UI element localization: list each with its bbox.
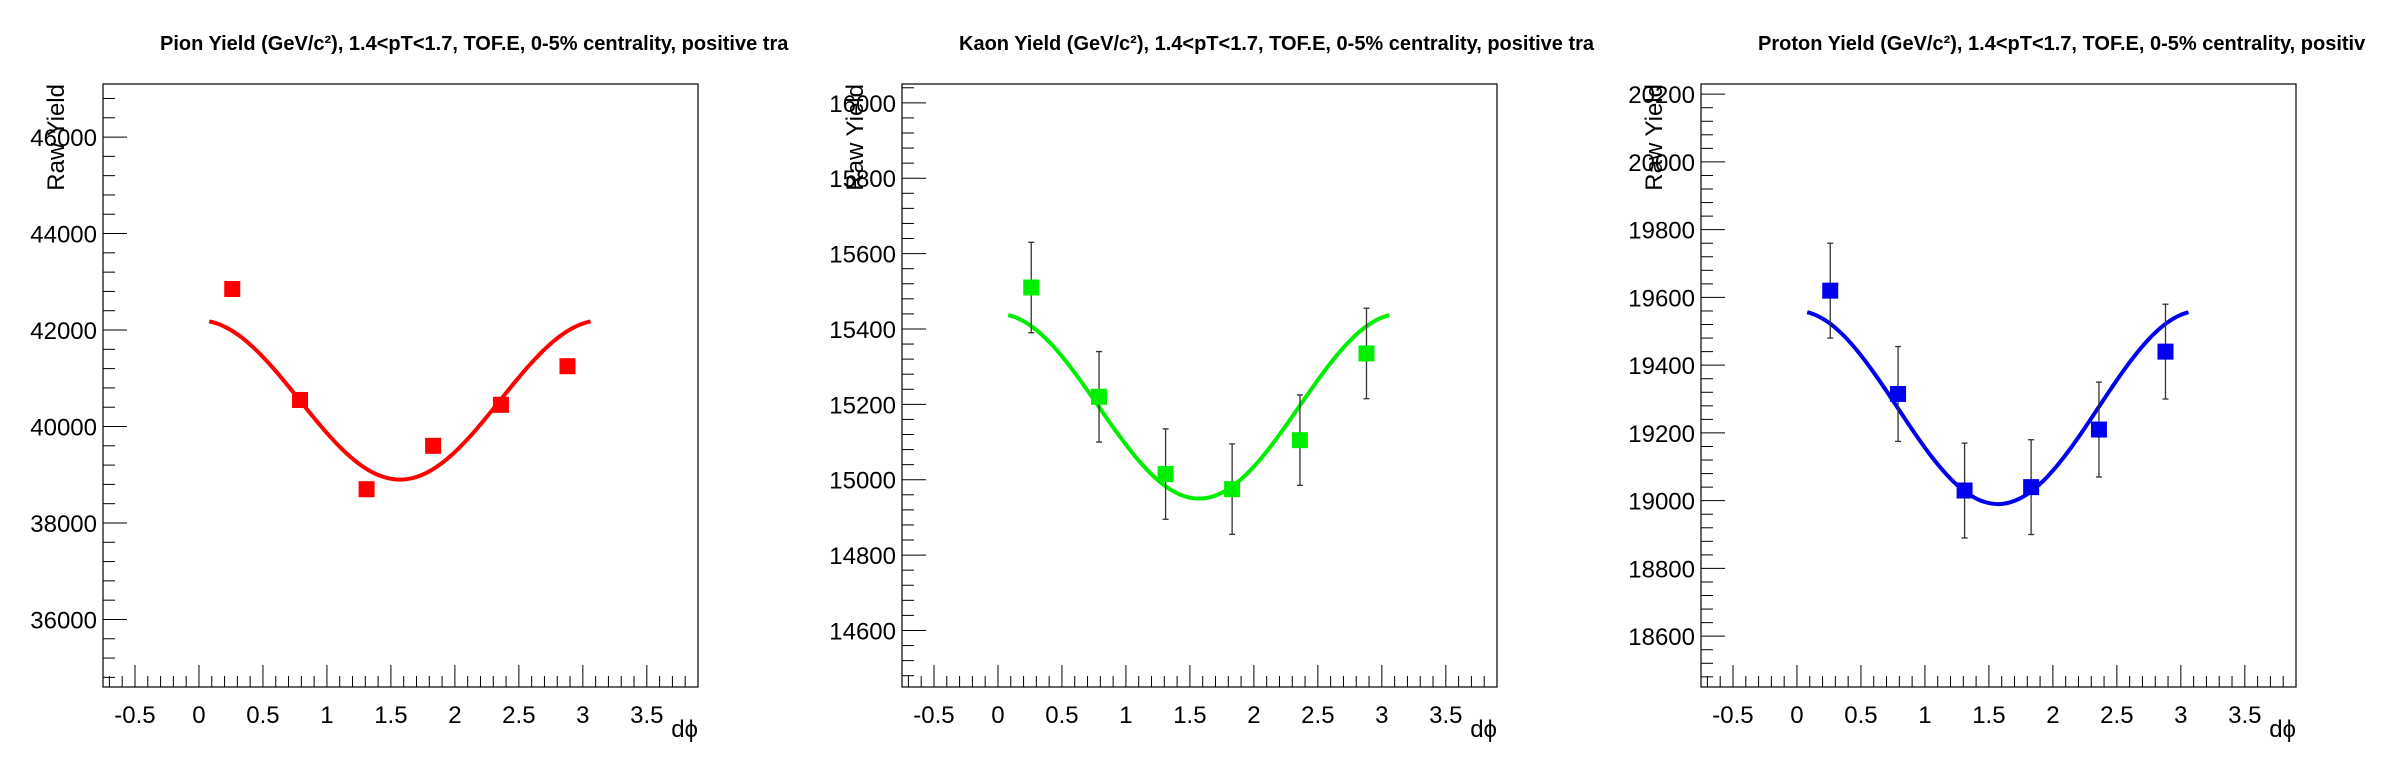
x-tick-label: 2 [448, 702, 461, 729]
kaon-data-point [1224, 481, 1241, 498]
y-tick-label: 36000 [30, 607, 97, 634]
y-tick-label: 44000 [30, 222, 97, 249]
pion-data-point [492, 396, 509, 413]
kaon-data-point [1358, 345, 1375, 362]
x-tick-label: 3.5 [1429, 702, 1462, 729]
pion-yield-panel: Pion Yield (GeV/c²), 1.4<pT<1.7, TOF.E, … [30, 33, 789, 743]
y-tick-label: 46000 [30, 125, 97, 152]
x-tick-label: 2.5 [1301, 702, 1334, 729]
proton-data-point [2023, 479, 2040, 496]
proton-data-point [1956, 482, 1973, 499]
x-tick-label: 0.5 [246, 702, 279, 729]
x-tick-label: 0 [1790, 702, 1803, 729]
y-tick-label: 15600 [829, 242, 896, 269]
pion-data-point [292, 391, 309, 408]
x-axis-label: dϕ [671, 716, 698, 743]
pion-chart-title: Pion Yield (GeV/c²), 1.4<pT<1.7, TOF.E, … [160, 33, 789, 55]
y-tick-label: 19200 [1628, 421, 1695, 448]
x-tick-label: 2.5 [2100, 702, 2133, 729]
pion-data-point [358, 481, 375, 498]
x-tick-label: 0.5 [1045, 702, 1078, 729]
x-tick-label: 3.5 [2228, 702, 2261, 729]
x-tick-label: 0.5 [1844, 702, 1877, 729]
plot-frame [1700, 83, 2297, 688]
proton-data-point [1890, 385, 1907, 402]
y-tick-label: 38000 [30, 511, 97, 538]
x-tick-label: 2 [2046, 702, 2059, 729]
pion-data-point [224, 281, 241, 298]
x-tick-label: 3 [1375, 702, 1388, 729]
plot-frame [901, 83, 1498, 688]
kaon-data-point [1291, 432, 1308, 449]
x-tick-label: 3.5 [630, 702, 663, 729]
proton-yield-panel: Proton Yield (GeV/c²), 1.4<pT<1.7, TOF.E… [1628, 33, 2366, 743]
y-tick-label: 18800 [1628, 556, 1695, 583]
y-tick-label: 18600 [1628, 624, 1695, 651]
x-tick-label: 0 [991, 702, 1004, 729]
plot-frame [102, 83, 699, 688]
kaon-chart-title: Kaon Yield (GeV/c²), 1.4<pT<1.7, TOF.E, … [959, 33, 1595, 55]
y-axis-label: Raw Yield [1641, 84, 1668, 191]
proton-chart-title: Proton Yield (GeV/c²), 1.4<pT<1.7, TOF.E… [1758, 33, 2366, 55]
x-axis-label: dϕ [2269, 716, 2296, 743]
x-axis-label: dϕ [1470, 716, 1497, 743]
kaon-fit-curve [1007, 313, 1391, 501]
x-tick-label: 2 [1247, 702, 1260, 729]
y-tick-label: 19800 [1628, 218, 1695, 245]
pion-data-point [425, 437, 442, 454]
y-tick-label: 15800 [829, 166, 896, 193]
y-axis-label: Raw Yield [842, 84, 869, 191]
y-tick-label: 40000 [30, 415, 97, 442]
x-tick-label: 2.5 [502, 702, 535, 729]
proton-data-point [1822, 282, 1839, 299]
y-tick-label: 20200 [1628, 82, 1695, 109]
kaon-data-point [1091, 388, 1108, 405]
x-tick-label: 1.5 [374, 702, 407, 729]
kaon-yield-panel: Kaon Yield (GeV/c²), 1.4<pT<1.7, TOF.E, … [829, 33, 1595, 743]
y-tick-label: 42000 [30, 318, 97, 345]
proton-data-point [2157, 343, 2174, 360]
y-tick-label: 19000 [1628, 489, 1695, 516]
y-tick-label: 14600 [829, 618, 896, 645]
kaon-data-point [1157, 466, 1174, 483]
x-tick-label: 0 [192, 702, 205, 729]
x-tick-label: 3 [576, 702, 589, 729]
y-tick-label: 15400 [829, 317, 896, 344]
x-tick-label: 1 [1918, 702, 1931, 729]
proton-fit-curve [1806, 310, 2190, 507]
y-tick-label: 19400 [1628, 353, 1695, 380]
pion-fit-curve [208, 319, 591, 482]
y-tick-label: 15000 [829, 468, 896, 495]
y-tick-label: 20000 [1628, 150, 1695, 177]
y-tick-label: 15200 [829, 392, 896, 419]
kaon-data-point [1023, 279, 1040, 296]
y-tick-label: 19600 [1628, 285, 1695, 312]
pion-data-point [559, 358, 576, 375]
x-tick-label: 1 [1119, 702, 1132, 729]
y-tick-label: 16000 [829, 91, 896, 118]
x-tick-label: 1 [320, 702, 333, 729]
x-tick-label: -0.5 [114, 702, 155, 729]
proton-data-point [2090, 421, 2107, 438]
x-tick-label: 1.5 [1972, 702, 2005, 729]
y-axis-label: Raw Yield [43, 84, 70, 191]
x-tick-label: 1.5 [1173, 702, 1206, 729]
x-tick-label: -0.5 [913, 702, 954, 729]
x-tick-label: 3 [2174, 702, 2187, 729]
y-tick-label: 14800 [829, 543, 896, 570]
x-tick-label: -0.5 [1712, 702, 1753, 729]
